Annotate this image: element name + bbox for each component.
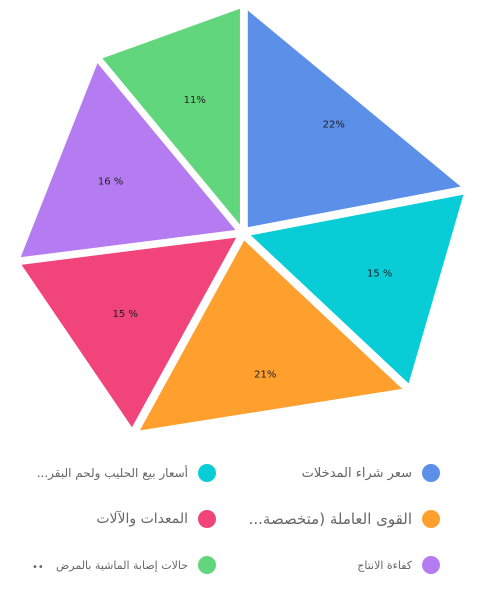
legend-label-disease: حالات إصابة الماشية بالمرض	[55, 558, 188, 572]
legend-swatch-equipment	[198, 510, 216, 528]
legend-label-equipment: المعدات والآلات	[96, 511, 188, 527]
slice-label-selling-prices: 15 %	[367, 269, 392, 280]
legend-label-input-prices: سعر شراء المدخلات	[301, 465, 412, 481]
legend-label-efficiency: كفاءة الانتاج	[357, 558, 412, 572]
legend-label-labor: القوى العاملة (متخصصة...	[248, 510, 412, 528]
pie-slice-input-prices[interactable]	[245, 7, 464, 230]
legend-item-efficiency[interactable]: كفاءة الانتاج	[357, 556, 440, 574]
legend-item-input-prices[interactable]: سعر شراء المدخلات	[302, 464, 440, 482]
legend-item-labor[interactable]: القوى العاملة (متخصصة...	[249, 510, 440, 528]
slice-label-labor: 21%	[254, 370, 276, 381]
pie-slice-equipment[interactable]	[18, 235, 240, 431]
legend-label-selling-prices: أسعار بيع الحليب ولحم البقر...	[36, 466, 188, 480]
legend-item-disease[interactable]: حالات إصابة الماشية بالمرض	[56, 556, 216, 574]
legend-swatch-labor	[422, 510, 440, 528]
legend-item-selling-prices[interactable]: أسعار بيع الحليب ولحم البقر...	[37, 464, 216, 482]
pie-slice-efficiency[interactable]	[18, 60, 239, 260]
pie-slice-disease[interactable]	[99, 6, 242, 229]
pie-slice-selling-prices[interactable]	[247, 192, 466, 387]
legend-swatch-selling-prices	[198, 464, 216, 482]
slice-label-equipment: 15 %	[113, 309, 138, 320]
slice-label-efficiency: 16 %	[98, 177, 123, 188]
legend-more-indicator[interactable]: ••	[32, 562, 44, 573]
pie-slice-labor[interactable]	[136, 237, 406, 433]
legend-swatch-efficiency	[422, 556, 440, 574]
pie-chart: 22% 15 % 21% 15 % 16 % 11%	[18, 6, 466, 433]
legend-item-equipment[interactable]: المعدات والآلات	[96, 510, 216, 528]
legend-swatch-input-prices	[422, 464, 440, 482]
slice-label-input-prices: 22%	[323, 119, 345, 130]
slice-label-disease: 11%	[184, 95, 206, 106]
legend-swatch-disease	[198, 556, 216, 574]
